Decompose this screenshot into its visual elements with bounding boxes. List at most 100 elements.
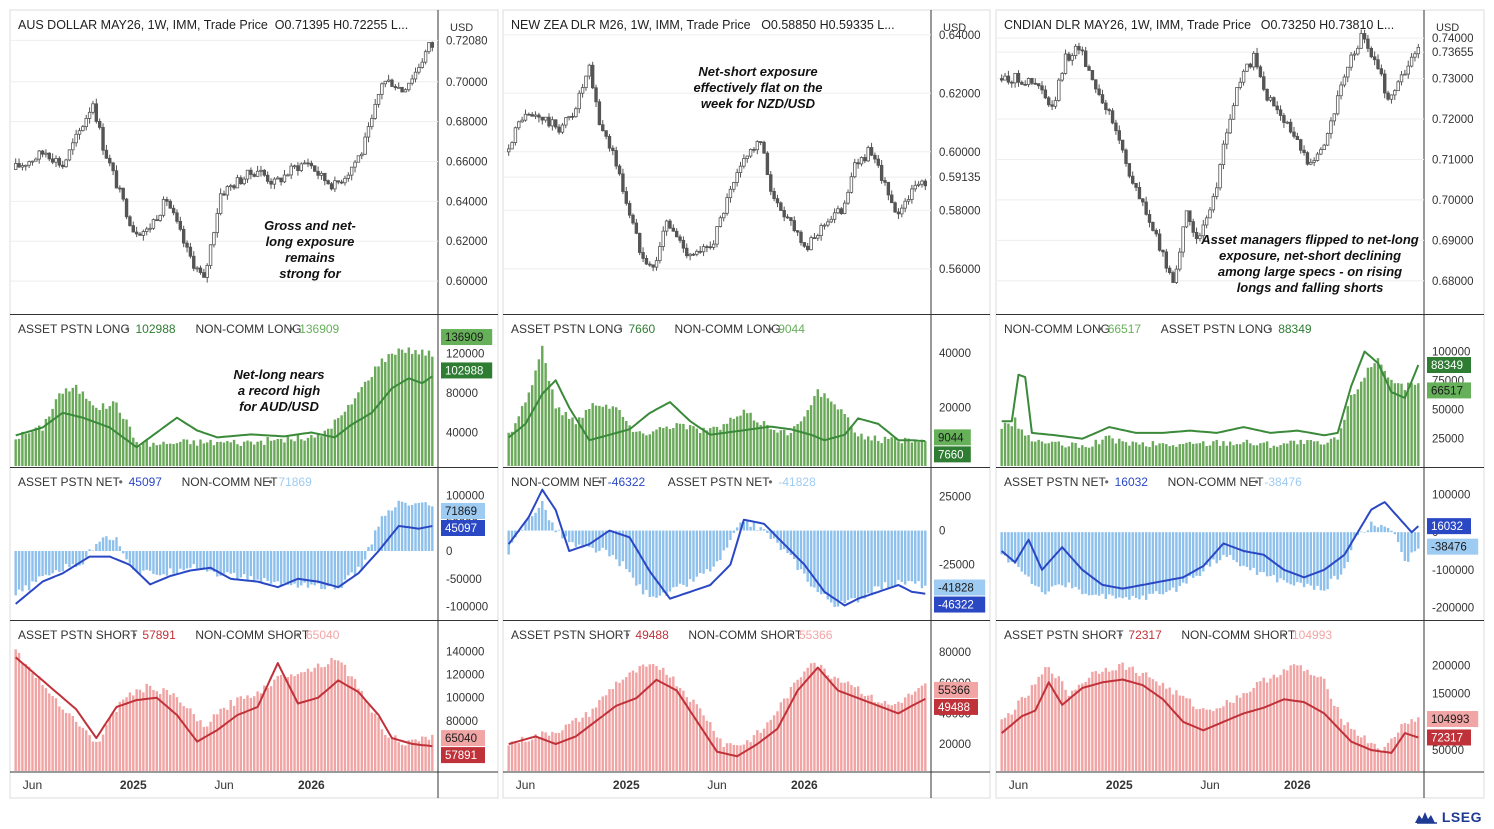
- short-bar: [819, 664, 823, 771]
- candle-body: [272, 178, 277, 185]
- short-bar: [266, 687, 269, 771]
- net-bar: [672, 530, 675, 588]
- candle-body: [839, 208, 844, 215]
- net-bar: [712, 530, 715, 567]
- net-bar: [1346, 532, 1349, 563]
- long-bar: [195, 445, 199, 466]
- net-legend-value: -38476: [1264, 475, 1302, 489]
- long-bar: [924, 441, 927, 466]
- long-bar: [1077, 447, 1081, 466]
- short-bar: [128, 692, 132, 771]
- short-bar: [887, 704, 890, 771]
- net-bar: [591, 530, 594, 548]
- candle-body: [91, 103, 95, 113]
- net-bar: [1141, 532, 1145, 596]
- short-bar: [551, 731, 554, 771]
- long-bar: [749, 412, 752, 466]
- net-bar: [48, 551, 51, 576]
- net-tick-label: -100000: [446, 602, 488, 614]
- short-bar: [202, 726, 206, 771]
- candle-body: [762, 141, 766, 154]
- long-bar: [1316, 441, 1319, 466]
- candle-body: [77, 130, 82, 135]
- short-badge-text: 72317: [1431, 732, 1463, 744]
- candle-body: [349, 166, 354, 176]
- long-bar: [367, 380, 370, 466]
- short-bar: [1370, 742, 1373, 771]
- short-bar: [246, 695, 249, 771]
- long-bar: [1339, 428, 1343, 466]
- short-bar: [826, 675, 830, 771]
- candle-body: [1104, 102, 1108, 110]
- candle-body: [134, 231, 139, 235]
- candle-body: [386, 79, 391, 82]
- short-bar: [749, 742, 752, 771]
- net-bar: [1205, 532, 1208, 565]
- long-bar: [547, 380, 551, 466]
- net-bar: [843, 530, 846, 604]
- candle-body: [229, 185, 233, 188]
- short-bar: [645, 666, 648, 771]
- long-bar: [1380, 364, 1383, 466]
- candle-body: [185, 242, 189, 248]
- net-bar: [1386, 527, 1390, 533]
- long-bar: [1275, 446, 1279, 466]
- short-bar: [384, 735, 387, 771]
- short-bar: [185, 708, 189, 771]
- long-bar: [1306, 440, 1309, 466]
- long-bar: [169, 443, 172, 466]
- candle-body: [775, 198, 780, 204]
- price-tick-label: 0.70000: [1432, 195, 1474, 207]
- short-bar: [118, 701, 122, 771]
- price-tick-label: 0.58000: [939, 205, 981, 217]
- price-tick-label: 0.60000: [446, 276, 488, 288]
- long-bar: [64, 388, 68, 466]
- candle-body: [1369, 48, 1373, 58]
- price-annotation-line: Net-short exposure: [698, 64, 817, 79]
- short-tick-label: 140000: [446, 647, 484, 659]
- net-bar: [1319, 532, 1323, 591]
- long-bar: [202, 443, 206, 466]
- short-bar: [578, 721, 581, 771]
- short-tick-label: 200000: [1432, 660, 1470, 672]
- short-bar: [162, 688, 165, 771]
- long-bar: [1151, 441, 1155, 466]
- short-bar: [628, 672, 631, 771]
- net-bar: [1296, 532, 1299, 583]
- candle-body: [124, 198, 129, 218]
- net-bar: [688, 530, 692, 580]
- candle-body: [708, 246, 712, 249]
- short-bar: [1396, 732, 1400, 771]
- candle-body: [732, 182, 736, 190]
- net-bar: [1215, 532, 1218, 564]
- net-bar: [628, 530, 631, 573]
- long-bar: [1148, 446, 1151, 466]
- short-bar: [840, 682, 843, 771]
- long-bar: [380, 358, 384, 466]
- candle-body: [286, 174, 290, 177]
- long-bar: [890, 437, 893, 466]
- candle-body: [360, 153, 364, 157]
- long-bar: [1000, 428, 1003, 466]
- short-bar: [1091, 671, 1094, 771]
- candle-body: [1302, 149, 1306, 154]
- candle-body: [1309, 161, 1313, 165]
- net-bar: [212, 551, 216, 572]
- short-bar: [377, 717, 380, 771]
- net-bar: [300, 551, 303, 586]
- short-bar: [722, 746, 725, 771]
- short-bar: [27, 666, 31, 771]
- short-legend-value: 104993: [1292, 628, 1332, 642]
- short-bar: [1225, 699, 1229, 771]
- net-bar: [1027, 532, 1030, 577]
- net-bar: [1410, 532, 1413, 553]
- short-legend-name: ASSET PSTN SHORT: [1004, 628, 1124, 642]
- net-bar: [1128, 532, 1131, 600]
- candle-body: [590, 64, 595, 89]
- candle-body: [540, 116, 544, 121]
- long-bar: [1023, 435, 1027, 466]
- candle-body: [81, 126, 85, 132]
- long-bar: [803, 416, 806, 466]
- long-bar: [786, 435, 789, 466]
- net-bar: [239, 551, 243, 578]
